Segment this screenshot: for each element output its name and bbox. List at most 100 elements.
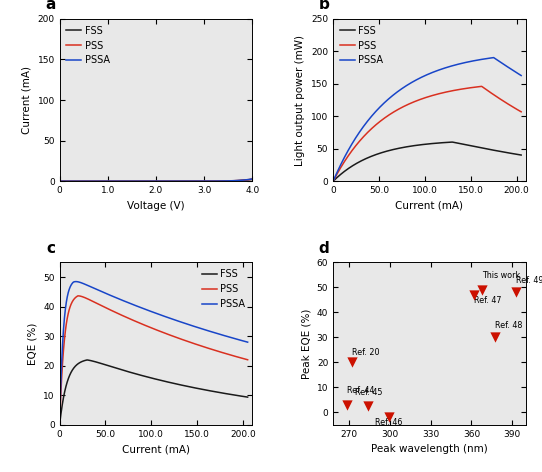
FSS bbox=[90, 358, 96, 364]
PSSA bbox=[442, 65, 448, 71]
PSSA bbox=[244, 339, 251, 345]
PSSA bbox=[198, 326, 205, 331]
Text: Ref. 49: Ref. 49 bbox=[516, 276, 542, 285]
PSS bbox=[198, 343, 205, 349]
PSSA bbox=[419, 74, 425, 80]
Text: Ref. 48: Ref. 48 bbox=[494, 321, 522, 330]
Legend: FSS, PSS, PSSA: FSS, PSS, PSSA bbox=[200, 267, 247, 311]
PSSA bbox=[431, 68, 438, 74]
Text: b: b bbox=[318, 0, 330, 12]
Text: c: c bbox=[47, 241, 56, 256]
X-axis label: Peak wavelength (nm): Peak wavelength (nm) bbox=[371, 444, 488, 454]
Y-axis label: Peak EQE (%): Peak EQE (%) bbox=[301, 308, 311, 379]
FSS bbox=[248, 177, 255, 182]
PSSA bbox=[518, 73, 525, 78]
PSSA bbox=[484, 56, 491, 61]
PSS bbox=[330, 178, 337, 184]
PSS bbox=[185, 178, 191, 184]
PSSA bbox=[248, 176, 255, 182]
PSS bbox=[514, 107, 520, 112]
FSS bbox=[244, 394, 251, 400]
Point bbox=[348, 359, 357, 366]
PSSA bbox=[143, 178, 150, 184]
FSS bbox=[198, 387, 205, 392]
PSSA bbox=[420, 74, 427, 79]
PSS bbox=[182, 338, 189, 344]
PSS bbox=[479, 84, 485, 89]
FSS bbox=[514, 152, 520, 157]
PSS bbox=[142, 322, 149, 328]
PSSA bbox=[106, 178, 112, 184]
X-axis label: Current (mA): Current (mA) bbox=[122, 444, 190, 454]
FSS bbox=[330, 178, 337, 184]
PSSA bbox=[56, 418, 63, 424]
PSS bbox=[90, 299, 96, 304]
PSS bbox=[419, 96, 425, 101]
PSS bbox=[201, 178, 208, 184]
FSS bbox=[419, 142, 425, 147]
Line: PSS: PSS bbox=[60, 179, 251, 181]
PSSA bbox=[170, 178, 176, 184]
Point bbox=[478, 286, 487, 294]
Point bbox=[343, 401, 351, 409]
Text: Ref. 46: Ref. 46 bbox=[375, 418, 402, 427]
FSS bbox=[84, 357, 91, 363]
PSS bbox=[170, 178, 176, 184]
Text: Ref. 44: Ref. 44 bbox=[347, 386, 374, 395]
PSS bbox=[485, 88, 491, 93]
PSS bbox=[248, 177, 255, 182]
FSS bbox=[485, 146, 491, 152]
FSS bbox=[106, 178, 112, 184]
FSS bbox=[142, 373, 149, 379]
Point bbox=[512, 289, 520, 296]
Y-axis label: Current (mA): Current (mA) bbox=[22, 66, 32, 134]
FSS bbox=[170, 178, 176, 184]
FSS bbox=[56, 178, 63, 184]
PSS bbox=[75, 293, 81, 299]
X-axis label: Voltage (V): Voltage (V) bbox=[127, 201, 185, 211]
PSS bbox=[91, 178, 97, 184]
FSS bbox=[91, 178, 97, 184]
PSSA bbox=[201, 178, 208, 184]
PSSA bbox=[182, 320, 189, 326]
Line: FSS: FSS bbox=[60, 360, 248, 424]
PSS bbox=[442, 90, 448, 95]
FSS bbox=[431, 141, 438, 146]
PSSA bbox=[73, 279, 79, 285]
Text: This work: This work bbox=[482, 271, 520, 280]
FSS bbox=[201, 178, 208, 184]
Line: PSSA: PSSA bbox=[60, 179, 251, 181]
Point bbox=[490, 334, 499, 341]
Text: a: a bbox=[46, 0, 56, 12]
Y-axis label: Light output power (mW): Light output power (mW) bbox=[295, 34, 306, 166]
PSS bbox=[244, 357, 251, 362]
PSSA bbox=[514, 70, 520, 76]
Y-axis label: EQE (%): EQE (%) bbox=[28, 322, 38, 365]
Text: Ref. 45: Ref. 45 bbox=[354, 388, 382, 397]
Text: d: d bbox=[319, 241, 330, 256]
PSS bbox=[420, 95, 427, 101]
Line: FSS: FSS bbox=[60, 179, 251, 181]
FSS bbox=[182, 383, 189, 389]
PSSA bbox=[56, 178, 63, 184]
FSS bbox=[143, 178, 150, 184]
PSSA bbox=[105, 292, 112, 297]
FSS bbox=[56, 421, 63, 427]
Legend: FSS, PSS, PSSA: FSS, PSS, PSSA bbox=[64, 24, 112, 67]
Legend: FSS, PSS, PSSA: FSS, PSS, PSSA bbox=[338, 24, 385, 67]
PSSA bbox=[185, 178, 191, 184]
X-axis label: Current (mA): Current (mA) bbox=[396, 201, 463, 211]
FSS bbox=[185, 178, 191, 184]
Point bbox=[364, 402, 373, 410]
FSS bbox=[105, 363, 112, 369]
FSS bbox=[449, 139, 455, 145]
PSSA bbox=[91, 178, 97, 184]
PSS bbox=[106, 178, 112, 184]
Line: FSS: FSS bbox=[333, 142, 521, 181]
PSSA bbox=[90, 285, 96, 291]
PSSA bbox=[491, 55, 497, 60]
Text: Ref. 20: Ref. 20 bbox=[352, 348, 379, 357]
Point bbox=[470, 291, 479, 299]
FSS bbox=[518, 152, 525, 158]
FSS bbox=[167, 380, 174, 386]
